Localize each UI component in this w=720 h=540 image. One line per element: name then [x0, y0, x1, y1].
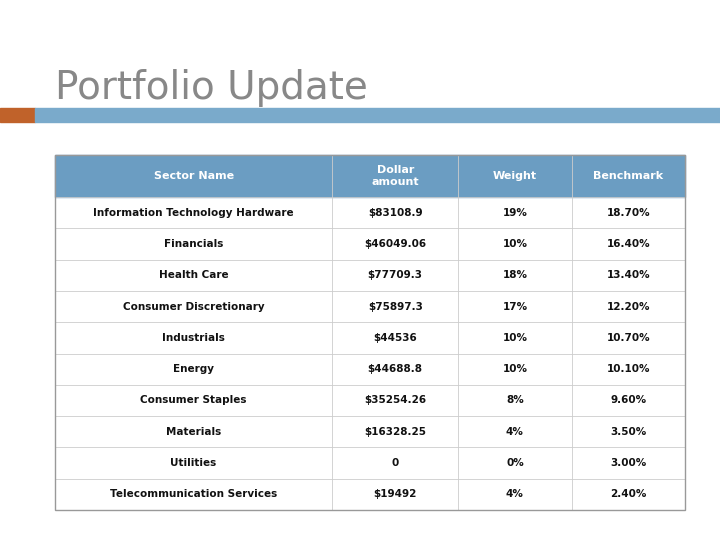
Bar	[55, 260, 685, 291]
Text: Energy: Energy	[173, 364, 214, 374]
Text: Telecommunication Services: Telecommunication Services	[110, 489, 277, 500]
Bar	[55, 197, 685, 228]
Bar	[55, 448, 685, 478]
Text: $46049.06: $46049.06	[364, 239, 426, 249]
Bar	[55, 291, 685, 322]
Text: Benchmark: Benchmark	[593, 171, 663, 181]
Text: Weight: Weight	[492, 171, 537, 181]
Text: $77709.3: $77709.3	[368, 270, 423, 280]
Text: 10%: 10%	[503, 239, 527, 249]
Bar	[55, 155, 685, 510]
Bar	[55, 385, 685, 416]
Text: 19%: 19%	[503, 208, 527, 218]
Text: Financials: Financials	[164, 239, 223, 249]
Text: 4%: 4%	[506, 427, 524, 437]
Text: $75897.3: $75897.3	[368, 301, 423, 312]
Text: $19492: $19492	[374, 489, 417, 500]
Text: 8%: 8%	[506, 395, 523, 406]
Text: 9.60%: 9.60%	[611, 395, 647, 406]
Text: 16.40%: 16.40%	[606, 239, 650, 249]
Text: Information Technology Hardware: Information Technology Hardware	[94, 208, 294, 218]
Bar	[55, 322, 685, 354]
Bar	[55, 228, 685, 260]
Text: 4%: 4%	[506, 489, 524, 500]
Bar	[55, 416, 685, 448]
Text: 13.40%: 13.40%	[606, 270, 650, 280]
Text: $16328.25: $16328.25	[364, 427, 426, 437]
Text: 3.50%: 3.50%	[610, 427, 647, 437]
Bar	[55, 354, 685, 385]
Text: Health Care: Health Care	[159, 270, 228, 280]
Text: Utilities: Utilities	[171, 458, 217, 468]
Text: 0: 0	[392, 458, 399, 468]
Text: 10%: 10%	[503, 333, 527, 343]
Text: Consumer Staples: Consumer Staples	[140, 395, 247, 406]
Text: $44688.8: $44688.8	[368, 364, 423, 374]
Text: Industrials: Industrials	[162, 333, 225, 343]
Bar	[55, 478, 685, 510]
Text: 12.20%: 12.20%	[606, 301, 650, 312]
Text: 10%: 10%	[503, 364, 527, 374]
Text: Portfolio Update: Portfolio Update	[55, 69, 368, 107]
Text: 18%: 18%	[503, 270, 527, 280]
Text: 3.00%: 3.00%	[610, 458, 647, 468]
Text: Sector Name: Sector Name	[153, 171, 234, 181]
Text: 0%: 0%	[506, 458, 523, 468]
Text: 10.70%: 10.70%	[606, 333, 650, 343]
Text: 17%: 17%	[503, 301, 528, 312]
Text: Materials: Materials	[166, 427, 221, 437]
Bar	[0, 108, 35, 122]
Bar	[35, 108, 720, 122]
Text: $83108.9: $83108.9	[368, 208, 423, 218]
Text: Dollar
amount: Dollar amount	[372, 165, 419, 187]
Text: $44536: $44536	[374, 333, 417, 343]
Text: 2.40%: 2.40%	[610, 489, 647, 500]
Text: 10.10%: 10.10%	[606, 364, 650, 374]
Text: $35254.26: $35254.26	[364, 395, 426, 406]
Text: 18.70%: 18.70%	[606, 208, 650, 218]
Bar	[55, 155, 685, 197]
Text: Consumer Discretionary: Consumer Discretionary	[123, 301, 264, 312]
